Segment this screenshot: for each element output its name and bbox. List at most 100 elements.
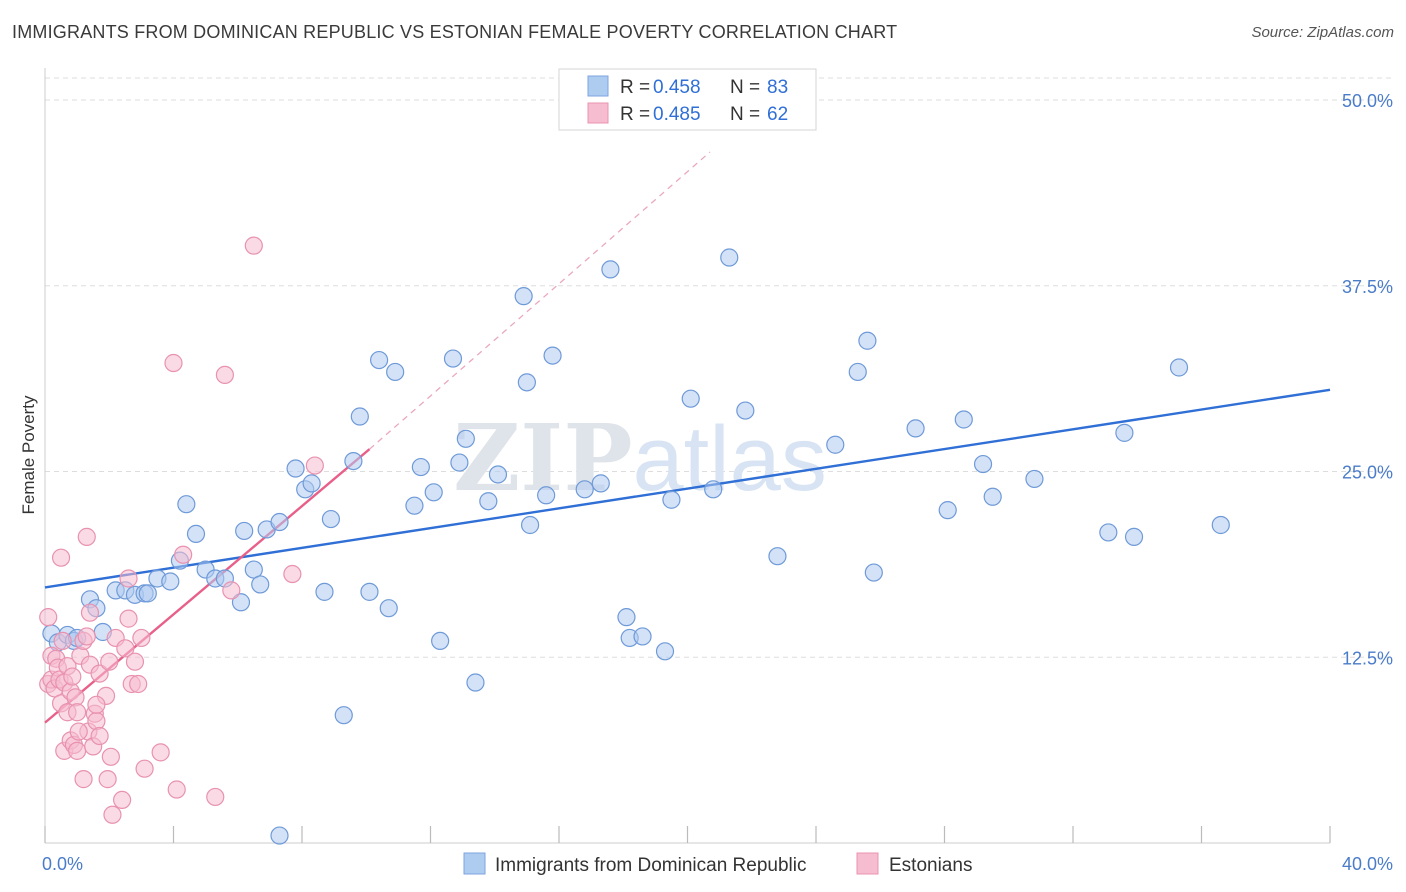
- axes: [44, 68, 1331, 844]
- legend-swatch-blue: [587, 75, 609, 97]
- point-estonian: [98, 770, 117, 789]
- point-estonian: [222, 581, 241, 600]
- bottom-legend-swatch-pink: [856, 852, 879, 875]
- point-estonian: [132, 628, 151, 648]
- point-estonian: [305, 456, 324, 475]
- point-estonian: [80, 603, 100, 622]
- point-dominican: [954, 410, 973, 429]
- point-estonian: [51, 548, 71, 567]
- point-dominican: [386, 362, 405, 382]
- point-dominican: [270, 512, 289, 532]
- point-dominican: [517, 373, 536, 392]
- legend-r-label: R =: [620, 104, 650, 125]
- point-estonian: [101, 747, 120, 766]
- point-dominican: [655, 642, 675, 661]
- point-dominican: [720, 248, 739, 267]
- point-dominican: [431, 631, 450, 651]
- legend-r-value-blue: 0.458: [653, 77, 701, 98]
- data-points: [39, 236, 1230, 845]
- point-dominican: [443, 349, 463, 368]
- point-dominican: [334, 706, 353, 725]
- point-dominican: [488, 465, 508, 484]
- trend-line-blue: [44, 388, 1331, 589]
- point-dominican: [466, 673, 485, 692]
- point-dominican: [424, 483, 443, 502]
- point-dominican: [938, 501, 957, 520]
- x-tick-label: 40.0%: [1342, 854, 1393, 874]
- point-dominican: [1169, 358, 1189, 377]
- point-estonian: [90, 664, 109, 683]
- point-dominican: [826, 435, 845, 454]
- point-dominican: [575, 480, 594, 499]
- point-dominican: [450, 453, 469, 472]
- point-dominican: [411, 457, 430, 477]
- point-dominican: [138, 584, 157, 603]
- legend-n-label: N =: [730, 77, 760, 98]
- point-dominican: [456, 429, 475, 448]
- point-dominican: [177, 495, 196, 514]
- point-dominican: [736, 401, 755, 420]
- legend-r-value-pink: 0.485: [653, 104, 701, 125]
- legend-swatch-pink: [587, 102, 609, 124]
- bottom-legend: Immigrants from Dominican Republic Eston…: [463, 852, 972, 876]
- legend-n-value-pink: 62: [767, 104, 788, 125]
- point-estonian: [125, 652, 145, 671]
- point-dominican: [662, 490, 681, 509]
- point-dominican: [520, 515, 540, 535]
- point-estonian: [167, 780, 186, 799]
- trend-line-extension: [369, 151, 711, 450]
- y-tick-labels: 12.5% 25.0% 37.5% 50.0%: [1342, 91, 1393, 668]
- point-dominican: [983, 487, 1002, 506]
- chart-title: IMMIGRANTS FROM DOMINICAN REPUBLIC VS ES…: [12, 22, 898, 42]
- y-tick-label: 25.0%: [1342, 463, 1393, 483]
- point-dominican: [617, 608, 636, 627]
- point-dominican: [1211, 515, 1230, 535]
- point-dominican: [315, 582, 334, 601]
- point-dominican: [1115, 423, 1134, 442]
- point-estonian: [77, 527, 96, 546]
- point-dominican: [543, 346, 562, 365]
- point-dominican: [591, 474, 610, 493]
- point-dominican: [235, 521, 254, 541]
- y-tick-label: 50.0%: [1342, 91, 1393, 111]
- point-estonian: [100, 652, 119, 671]
- bottom-legend-swatch-blue: [463, 852, 486, 875]
- legend: R = 0.458 N = 83 R = 0.485 N = 62: [558, 68, 817, 131]
- point-dominican: [161, 572, 180, 591]
- point-estonian: [151, 743, 170, 762]
- point-dominican: [344, 451, 363, 471]
- point-estonian: [116, 639, 135, 658]
- point-estonian: [206, 787, 225, 807]
- point-dominican: [633, 627, 652, 646]
- point-dominican: [704, 480, 723, 499]
- point-dominican: [768, 547, 787, 566]
- point-estonian: [90, 726, 109, 746]
- point-dominican: [1025, 469, 1044, 489]
- point-estonian: [77, 627, 96, 646]
- point-estonian: [283, 564, 302, 584]
- point-dominican: [601, 260, 620, 279]
- y-tick-label: 37.5%: [1342, 277, 1393, 297]
- point-dominican: [270, 826, 289, 845]
- point-estonian: [119, 609, 138, 628]
- point-dominican: [906, 419, 925, 438]
- point-estonian: [63, 667, 82, 686]
- point-estonian: [39, 608, 58, 627]
- point-dominican: [864, 563, 883, 582]
- point-dominican: [405, 496, 424, 515]
- point-dominican: [286, 459, 305, 478]
- legend-n-label: N =: [730, 104, 760, 125]
- point-dominican: [231, 593, 251, 612]
- point-dominican: [370, 350, 389, 370]
- point-dominican: [1124, 527, 1144, 546]
- point-dominican: [379, 599, 398, 618]
- point-estonian: [68, 703, 87, 722]
- point-dominican: [321, 509, 341, 529]
- bottom-legend-label-pink: Estonians: [889, 855, 972, 876]
- point-dominican: [681, 389, 700, 408]
- point-estonian: [53, 631, 72, 651]
- point-estonian: [215, 365, 234, 385]
- point-dominican: [186, 524, 206, 544]
- point-estonian: [174, 545, 193, 564]
